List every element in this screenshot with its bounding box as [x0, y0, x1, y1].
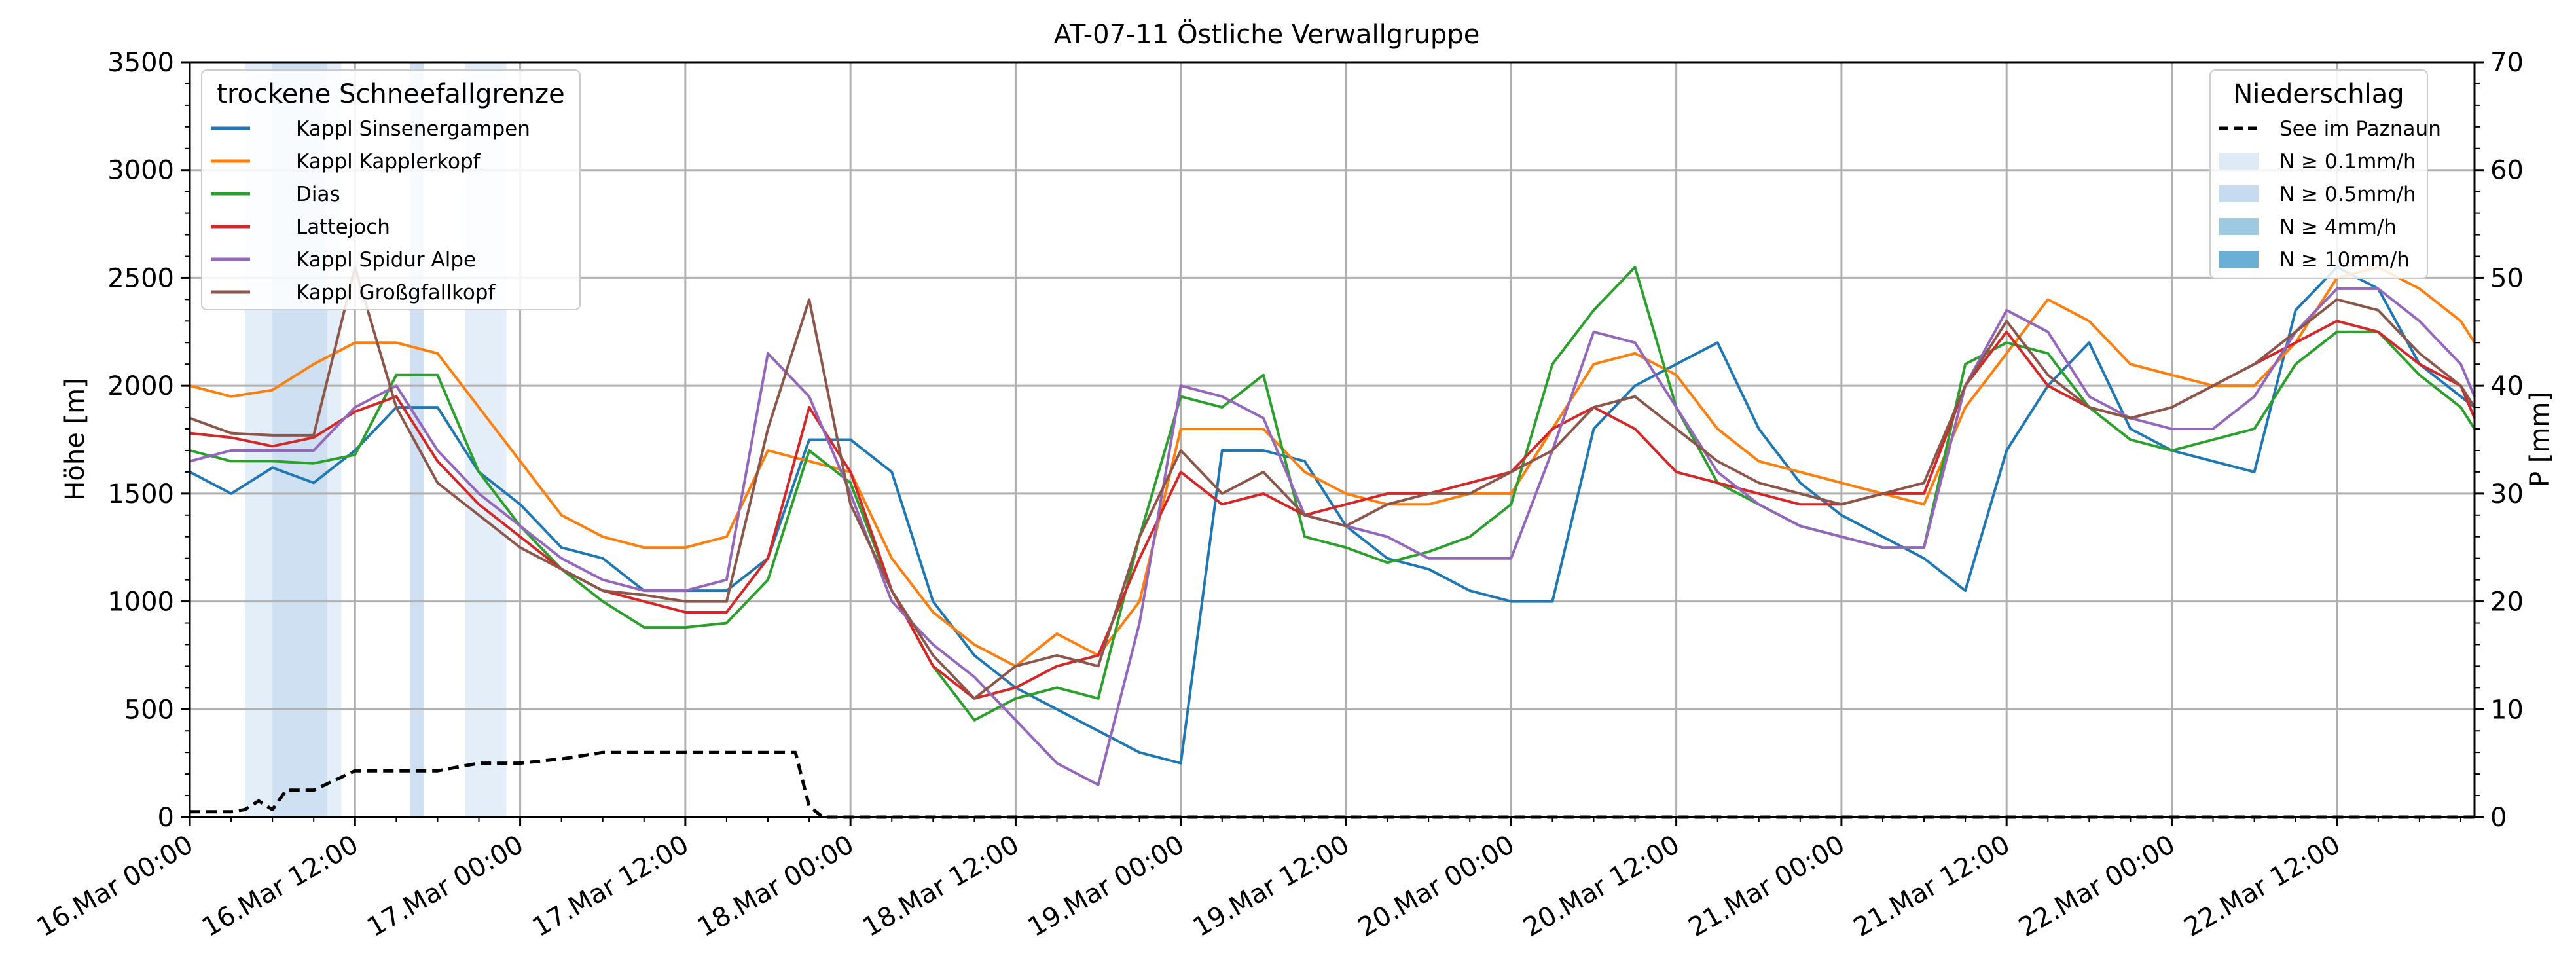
legend-left-label-4: Kappl Spidur Alpe	[296, 248, 476, 272]
series-line-5	[189, 266, 2476, 700]
legend-left-label-3: Lattejoch	[296, 215, 390, 239]
y-tick-label-5: 2500	[107, 263, 174, 293]
legend-right-label-0: N ≥ 0.1mm/h	[2279, 150, 2416, 174]
y2-tick-label-4: 40	[2490, 371, 2524, 401]
y2-axis-label: P [mm]	[2525, 392, 2555, 487]
y-axis-right: 0 10 20 30 40 50 60 70	[2475, 48, 2524, 833]
chart-title: AT-07-11 Östliche Verwallgruppe	[1054, 18, 1480, 50]
y2-tick-label-2: 20	[2490, 587, 2524, 617]
y-tick-label-1: 500	[124, 695, 174, 725]
y2-tick-label-5: 50	[2490, 263, 2524, 293]
legend-right-line-label: See im Paznaun	[2279, 117, 2441, 141]
legend-right: Niederschlag See im Paznaun N ≥ 0.1mm/hN…	[2209, 69, 2441, 279]
legend-left-label-1: Kappl Kapplerkopf	[296, 150, 481, 174]
legend-left-label-5: Kappl Großgfallkopf	[296, 281, 496, 304]
legend-left-entries: Kappl Sinsenergampen Kappl Kapplerkopf Dia…	[211, 117, 530, 304]
grid-lines	[190, 62, 2475, 817]
y-tick-label-3: 1500	[107, 479, 174, 509]
y2-tick-label-3: 30	[2490, 479, 2524, 509]
legend-right-title: Niederschlag	[2233, 79, 2404, 109]
legend-right-label-2: N ≥ 4mm/h	[2279, 215, 2397, 239]
legend-left-label-0: Kappl Sinsenergampen	[296, 117, 530, 141]
legend-right-box	[2209, 69, 2428, 279]
legend-right-bands: N ≥ 0.1mm/h N ≥ 0.5mm/h N ≥ 4mm/h N ≥ 10mm/…	[2219, 150, 2416, 272]
legend-right-swatch-3	[2219, 251, 2259, 268]
legend-right-swatch-1	[2219, 185, 2259, 202]
legend-left-box	[201, 69, 581, 310]
legend-right-swatch-0	[2219, 153, 2259, 170]
legend-right-label-1: N ≥ 0.5mm/h	[2279, 183, 2416, 206]
y-axis-label: Höhe [m]	[60, 378, 90, 500]
legend-left: trockene Schneefallgrenze Kappl Sinsener…	[201, 69, 581, 310]
legend-right-label-3: N ≥ 10mm/h	[2279, 248, 2410, 272]
series-line-6	[190, 750, 2475, 819]
legend-right-swatch-2	[2219, 218, 2259, 235]
y-tick-label-0: 0	[158, 803, 174, 833]
y-tick-label-7: 3500	[107, 48, 174, 78]
series-line-2	[189, 266, 2476, 722]
y-tick-label-4: 2000	[107, 371, 174, 401]
series-lines	[189, 266, 2476, 819]
plot-frame	[189, 61, 2476, 818]
y-tick-label-2: 1000	[107, 587, 174, 617]
y2-tick-label-6: 60	[2490, 156, 2524, 186]
y-axis-left: 0 500 1000 1500 2000 2500 3000 3500	[107, 48, 190, 833]
y2-tick-label-7: 70	[2490, 48, 2524, 78]
y2-tick-label-0: 0	[2490, 803, 2507, 833]
y-tick-label-6: 3000	[107, 156, 174, 186]
series-line-1	[189, 266, 2476, 668]
legend-left-title: trockene Schneefallgrenze	[217, 79, 564, 109]
y2-tick-label-1: 10	[2490, 695, 2524, 725]
legend-left-label-2: Dias	[296, 183, 340, 206]
